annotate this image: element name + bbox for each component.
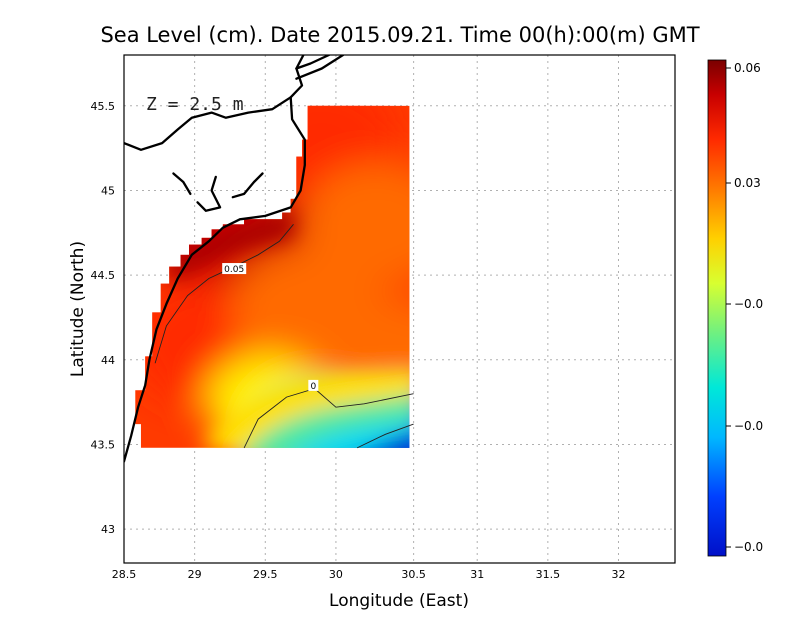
colorbar-ticks: 0.06 0.03 −0.0 −0.0 −0.0 [726, 61, 763, 554]
coastline-segment [295, 55, 345, 80]
y-tick-label: 44.5 [91, 269, 116, 282]
colorbar-tick-label: −0.0 [734, 540, 763, 554]
field-south [166, 210, 410, 448]
x-axis-label: Longitude (East) [329, 591, 469, 611]
colorbar-tick-label: −0.0 [734, 419, 763, 433]
y-axis-label: Latitude (North) [68, 241, 88, 377]
colorbar-tick-label: 0.06 [734, 61, 761, 75]
x-tick-label: 30.5 [401, 568, 426, 581]
coastline-segment [295, 55, 331, 70]
contour-label-bg [222, 263, 247, 275]
x-tick-label: 31 [470, 568, 484, 581]
coastline-segment [124, 96, 292, 151]
y-tick-label: 43.5 [91, 438, 116, 451]
colorbar-tick-label: 0.03 [734, 176, 761, 190]
coastline-segment [124, 55, 306, 463]
field-band-blue [350, 427, 410, 448]
chart-title: Sea Level (cm). Date 2015.09.21. Time 00… [100, 23, 699, 47]
coastline-segment [172, 172, 192, 196]
y-tick-label: 45.5 [91, 100, 116, 113]
colorbar [707, 59, 727, 557]
field-band-darkred [166, 210, 294, 284]
depth-annotation: Z = 2.5 m [146, 94, 244, 115]
x-tick-label: 29 [188, 568, 202, 581]
y-tick-label: 43 [101, 523, 115, 536]
y-tick-label: 44 [101, 354, 115, 367]
contour-label: 0 [310, 382, 316, 392]
colorbar-tick-label: −0.0 [734, 297, 763, 311]
x-tick-label: 29.5 [253, 568, 278, 581]
coastline-segment [231, 172, 264, 199]
x-tick-label: 28.5 [112, 568, 137, 581]
coastline-segment [196, 175, 222, 212]
contour-label: 0.05 [224, 265, 244, 275]
field-band-cyan [279, 419, 410, 448]
contour-line [154, 224, 294, 364]
x-tick-label: 32 [611, 568, 625, 581]
x-tick-label: 31.5 [536, 568, 561, 581]
x-tick-labels: 28.5 29 29.5 30 30.5 31 31.5 32 [112, 568, 626, 581]
contour-label-bg [308, 379, 319, 391]
y-tick-labels: 43 43.5 44 44.5 45 45.5 [91, 100, 116, 536]
contour-line [356, 423, 414, 449]
plot-frame [123, 54, 676, 564]
x-tick-label: 30 [329, 568, 343, 581]
contour-lines: 0.05 0 [154, 224, 414, 449]
y-tick-label: 45 [101, 184, 115, 197]
coastline [124, 55, 345, 463]
